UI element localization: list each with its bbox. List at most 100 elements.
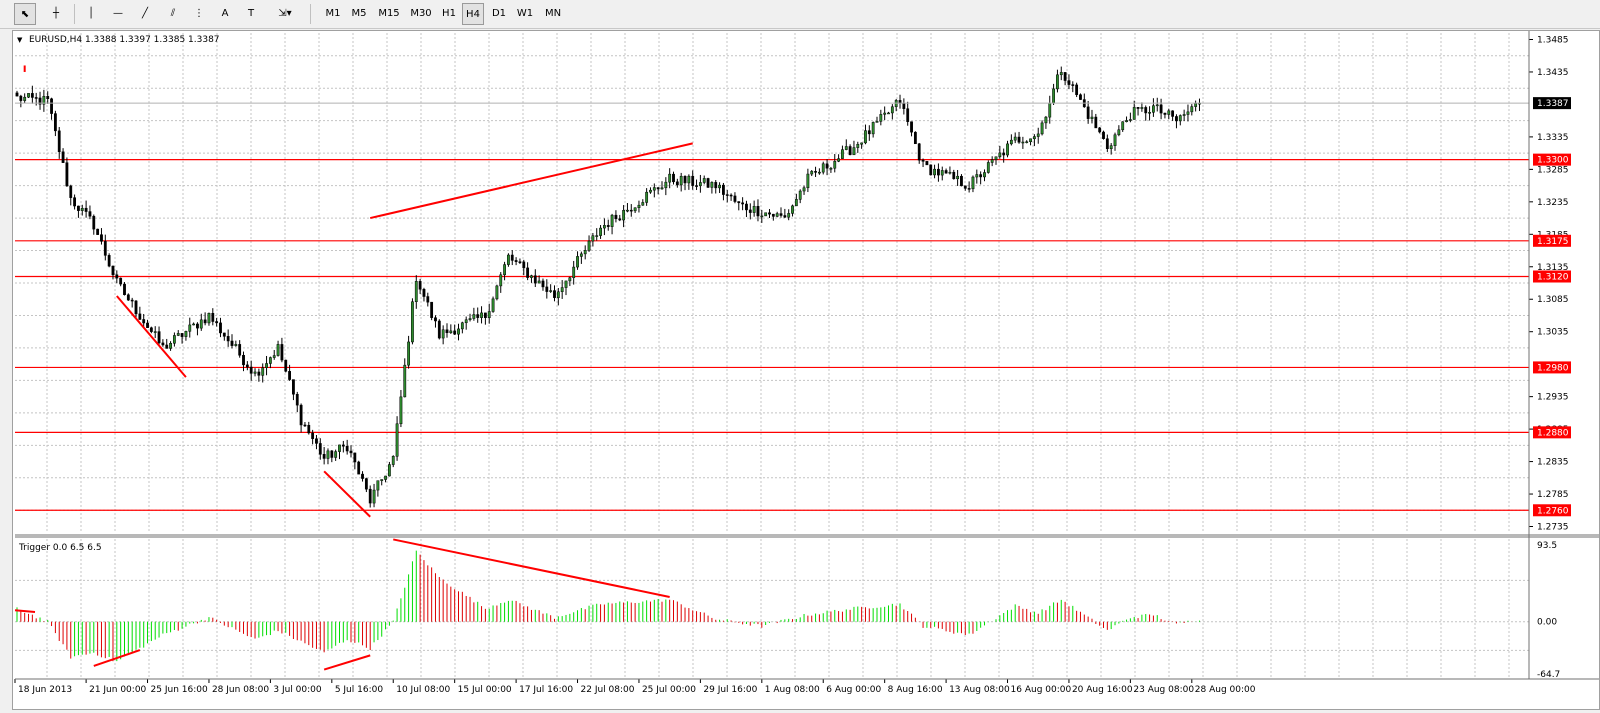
bull-candle <box>572 266 576 278</box>
bear-candle <box>245 364 249 368</box>
bear-candle <box>445 329 449 334</box>
bull-candle <box>649 189 652 193</box>
timeframe-m1-button[interactable]: M1 <box>325 8 341 19</box>
bull-candle <box>603 225 606 229</box>
timeframe-m30-button[interactable]: M30 <box>410 8 432 19</box>
bull-candle <box>1040 122 1044 135</box>
level-lines[interactable] <box>15 159 1529 511</box>
trendline[interactable] <box>323 470 371 518</box>
bull-candle <box>802 187 806 192</box>
bull-candle <box>817 171 821 174</box>
bull-candle <box>499 274 503 287</box>
bear-candle <box>38 97 42 105</box>
bear-candle <box>149 327 153 332</box>
bull-candle <box>986 162 990 173</box>
chart-svg[interactable]: 1.34851.34351.33351.32851.32351.31851.31… <box>13 31 1599 709</box>
trendline[interactable] <box>369 142 693 220</box>
bear-candle <box>322 454 326 459</box>
bull-candle <box>668 173 672 183</box>
bear-candle <box>315 438 318 444</box>
arrows-icon[interactable]: ⇲▾ <box>278 8 292 19</box>
trendline-icon[interactable]: ╱ <box>141 8 149 19</box>
trendlines[interactable] <box>23 65 693 518</box>
oscillator-trendline[interactable] <box>323 654 371 671</box>
vertical-line-icon[interactable]: │ <box>87 8 95 19</box>
bear-candle <box>1079 94 1082 100</box>
bear-candle <box>257 371 261 376</box>
bull-candle <box>641 202 645 206</box>
bull-candle <box>983 172 986 178</box>
bear-candle <box>1171 110 1175 117</box>
bull-candle <box>564 280 568 288</box>
bear-candle <box>960 175 963 187</box>
bull-candle <box>664 181 668 189</box>
bull-candle <box>622 210 625 221</box>
time-axis-label: 15 Jul 00:00 <box>458 685 512 695</box>
bear-candle <box>545 286 549 292</box>
bear-candle <box>910 121 913 133</box>
symbol-header: EURUSD,H4 1.3388 1.3397 1.3385 1.3387 <box>29 35 220 45</box>
cursor-icon[interactable]: ⬉ <box>14 3 36 25</box>
bear-candle <box>161 342 165 346</box>
price-axis: 1.34851.34351.33351.32851.32351.31851.31… <box>15 35 1571 533</box>
bull-candle <box>376 480 380 491</box>
bear-candle <box>533 275 537 284</box>
level-price-badge <box>1533 426 1571 439</box>
bear-candle <box>867 130 871 135</box>
price-axis-label: 1.3285 <box>1537 165 1569 175</box>
bull-candle <box>184 331 188 337</box>
bear-candle <box>295 393 299 406</box>
bear-candle <box>73 197 76 207</box>
timeframe-h1-button[interactable]: H1 <box>442 8 456 19</box>
level-price-label: 1.3175 <box>1537 237 1569 247</box>
bear-candle <box>656 187 660 190</box>
bull-candle <box>1128 119 1132 121</box>
bull-candle <box>587 240 591 251</box>
bull-candle <box>844 146 848 150</box>
timeframe-m15-button[interactable]: M15 <box>378 8 400 19</box>
level-price-badge <box>1533 153 1571 166</box>
bull-candle <box>576 256 579 268</box>
oscillator-trendline[interactable] <box>14 609 36 614</box>
bear-candle <box>967 188 971 190</box>
bear-candle <box>1102 131 1105 139</box>
timeframe-mn-button[interactable]: MN <box>544 8 562 19</box>
bull-candle <box>595 235 599 237</box>
level-price-label: 1.2760 <box>1537 506 1569 516</box>
chart-window[interactable]: 1.34851.34351.33351.32851.32351.31851.31… <box>12 30 1600 710</box>
bull-candle <box>460 322 464 330</box>
bear-candle <box>1163 112 1167 115</box>
bear-candle <box>226 336 230 342</box>
text-icon[interactable]: A <box>221 8 229 19</box>
bear-candle <box>341 444 345 447</box>
bear-candle <box>50 98 53 114</box>
bull-candle <box>276 344 280 356</box>
bull-candle <box>871 122 875 135</box>
bull-candle <box>760 215 764 218</box>
timeframe-w1-button[interactable]: W1 <box>516 8 534 19</box>
oscillator-trendline[interactable] <box>93 649 141 667</box>
trendline[interactable] <box>116 295 187 378</box>
timeframe-d1-button[interactable]: D1 <box>491 8 507 19</box>
bear-candle <box>299 404 303 426</box>
bull-candle <box>487 311 491 318</box>
fibonacci-icon[interactable]: ⋮ <box>194 8 204 19</box>
bear-candle <box>345 445 349 452</box>
bear-candle <box>61 151 65 163</box>
oscillator-trendline[interactable] <box>393 538 670 598</box>
bear-candle <box>514 260 518 262</box>
timeframe-m5-button[interactable]: M5 <box>351 8 367 19</box>
bear-candle <box>483 312 487 318</box>
timeframe-h4-button[interactable]: H4 <box>462 3 484 25</box>
bull-candle <box>1182 114 1186 116</box>
bull-candle <box>1167 110 1171 115</box>
crosshair-icon[interactable]: ┼ <box>52 8 60 19</box>
price-axis-label: 1.3235 <box>1537 198 1569 208</box>
oscillator-trendlines[interactable] <box>14 538 670 671</box>
bear-candle <box>783 215 787 218</box>
bear-candle <box>913 131 917 145</box>
horizontal-line-icon[interactable]: — <box>113 8 123 19</box>
text-label-icon[interactable]: T <box>247 8 255 19</box>
dropdown-arrow-icon[interactable]: ▼ <box>17 36 23 44</box>
channel-icon[interactable]: ⫽ <box>170 8 176 19</box>
